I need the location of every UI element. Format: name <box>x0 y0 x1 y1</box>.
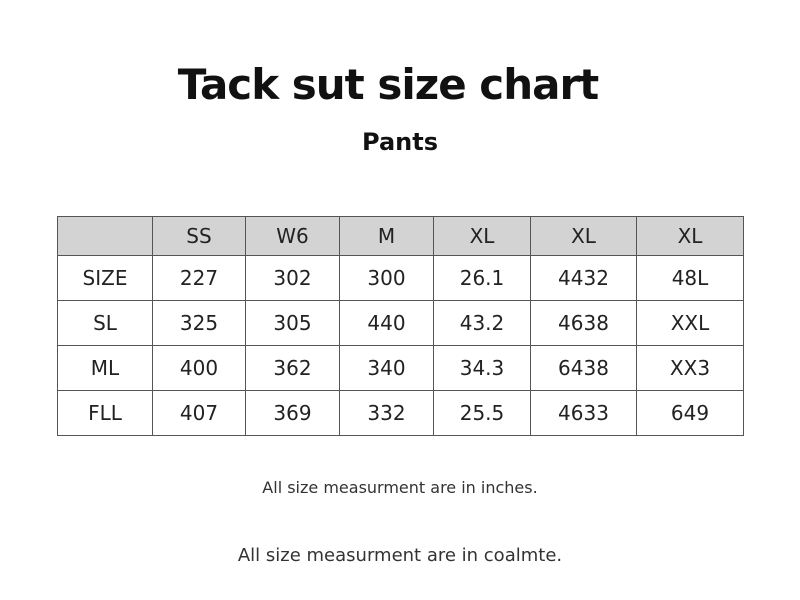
row-label-cell: SL <box>58 301 153 346</box>
header-cell: XL <box>637 217 744 256</box>
table-cell: 407 <box>153 391 246 436</box>
table-cell: 325 <box>153 301 246 346</box>
table-cell: 400 <box>153 346 246 391</box>
measurement-note-inches: All size measurment are in inches. <box>0 478 800 497</box>
row-label-cell: FLL <box>58 391 153 436</box>
table-cell: 332 <box>340 391 434 436</box>
table-cell: 43.2 <box>434 301 531 346</box>
table-cell: 6438 <box>531 346 637 391</box>
table-cell: 25.5 <box>434 391 531 436</box>
table-cell: 4633 <box>531 391 637 436</box>
table-cell: 440 <box>340 301 434 346</box>
header-cell: W6 <box>246 217 340 256</box>
header-row: SS W6 M XL XL XL <box>58 217 744 256</box>
table-cell: 340 <box>340 346 434 391</box>
row-label-cell: ML <box>58 346 153 391</box>
table-cell: 4638 <box>531 301 637 346</box>
table-cell: 649 <box>637 391 744 436</box>
table-cell: 48L <box>637 256 744 301</box>
table-cell: 305 <box>246 301 340 346</box>
page-subtitle: Pants <box>0 128 800 156</box>
header-cell: XL <box>434 217 531 256</box>
row-label-cell: SIZE <box>58 256 153 301</box>
header-cell: M <box>340 217 434 256</box>
table-cell: 369 <box>246 391 340 436</box>
table-row: FLL 407 369 332 25.5 4633 649 <box>58 391 744 436</box>
table-cell: XX3 <box>637 346 744 391</box>
table-cell: 34.3 <box>434 346 531 391</box>
table-row: SIZE 227 302 300 26.1 4432 48L <box>58 256 744 301</box>
measurement-note-secondary: All size measurment are in coalmte. <box>0 545 800 566</box>
table-cell: 302 <box>246 256 340 301</box>
header-cell-corner <box>58 217 153 256</box>
table-row: ML 400 362 340 34.3 6438 XX3 <box>58 346 744 391</box>
header-cell: SS <box>153 217 246 256</box>
table-cell: 227 <box>153 256 246 301</box>
table-cell: 26.1 <box>434 256 531 301</box>
table-cell: 300 <box>340 256 434 301</box>
header-cell: XL <box>531 217 637 256</box>
table-cell: 362 <box>246 346 340 391</box>
table-cell: 4432 <box>531 256 637 301</box>
table-cell: XXL <box>637 301 744 346</box>
size-chart-table: SS W6 M XL XL XL SIZE 227 302 300 26.1 4… <box>57 216 744 436</box>
table-row: SL 325 305 440 43.2 4638 XXL <box>58 301 744 346</box>
page-title: Tack sut size chart <box>0 60 776 109</box>
